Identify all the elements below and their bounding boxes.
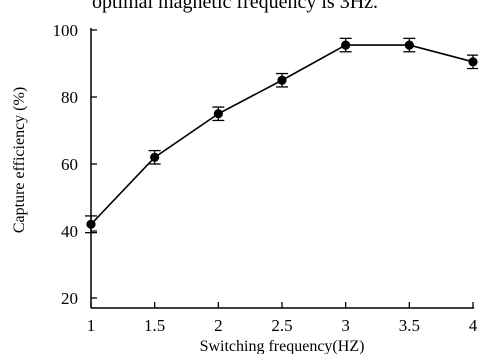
data-point <box>213 109 223 119</box>
data-points <box>86 40 478 229</box>
series-line <box>90 44 474 225</box>
error-bars <box>85 37 478 234</box>
caption-text: optimal magnetic frequency is 3Hz. <box>92 0 379 13</box>
y-ticks: 20 40 60 80 100 <box>53 21 97 308</box>
x-tick-label: 2.5 <box>271 316 292 335</box>
data-point <box>404 40 414 50</box>
x-ticks: 1 1.5 2 2.5 3 3.5 4 <box>87 302 478 335</box>
data-point <box>277 75 287 85</box>
data-point <box>341 40 351 50</box>
y-tick-label: 100 <box>53 21 79 40</box>
y-tick-label: 60 <box>61 155 78 174</box>
x-tick-label: 4 <box>469 316 478 335</box>
data-point <box>468 57 478 67</box>
y-tick-label: 80 <box>61 88 78 107</box>
x-tick-label: 1.5 <box>144 316 165 335</box>
axes <box>90 28 474 309</box>
x-tick-label: 1 <box>87 316 96 335</box>
x-axis-label: Switching frequency(HZ) <box>200 338 365 354</box>
y-axis-label: Capture efficiency (%) <box>11 87 28 233</box>
y-tick-label: 20 <box>61 289 78 308</box>
x-tick-label: 3 <box>341 316 350 335</box>
x-tick-label: 3.5 <box>399 316 420 335</box>
data-point <box>150 152 160 162</box>
data-point <box>86 219 96 229</box>
y-tick-label: 40 <box>61 222 78 241</box>
x-tick-label: 2 <box>214 316 223 335</box>
